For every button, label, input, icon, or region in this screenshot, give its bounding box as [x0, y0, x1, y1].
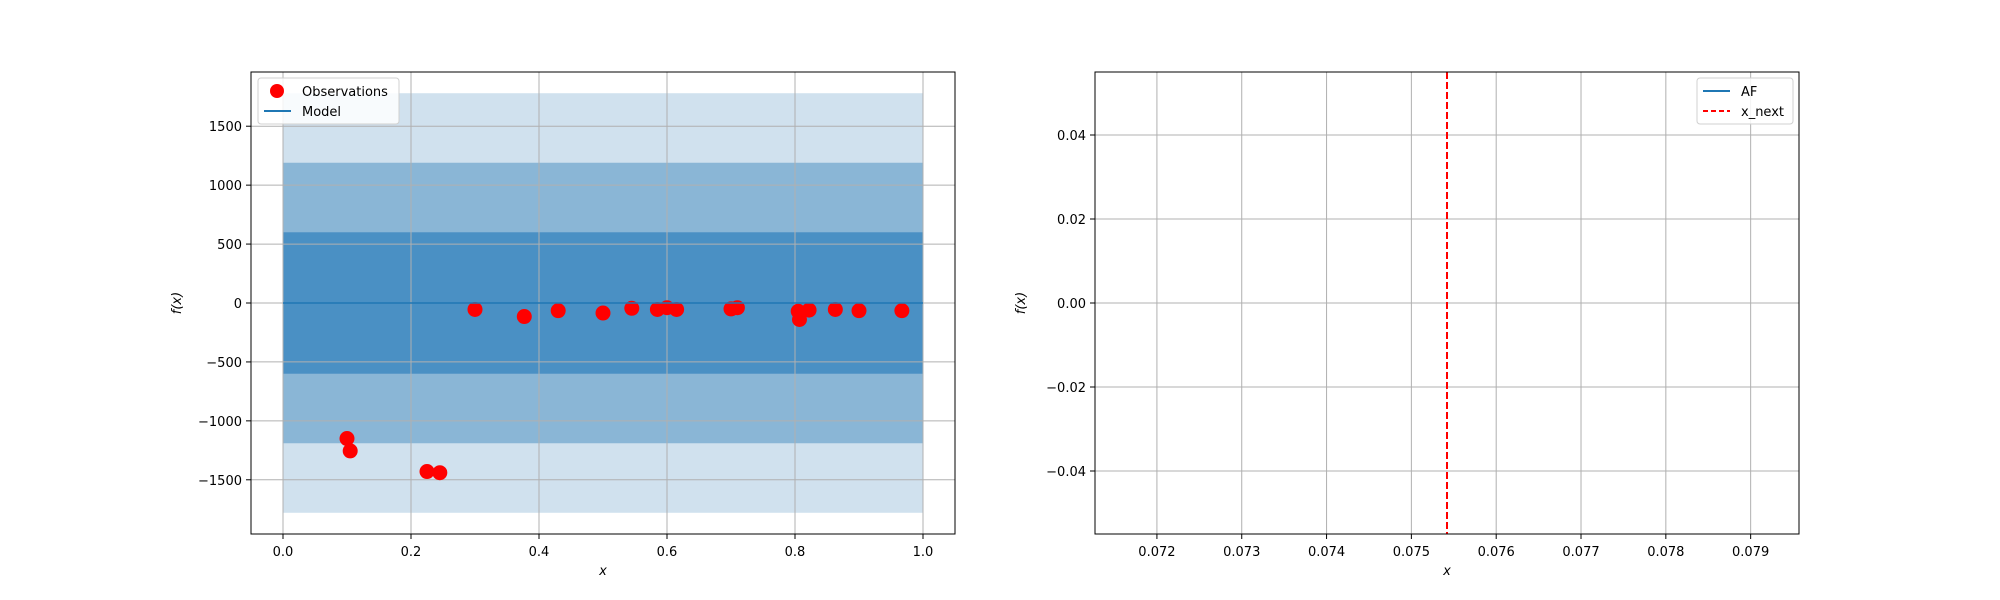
- observation-point: [827, 301, 843, 317]
- y-tick-label: 1000: [209, 179, 242, 194]
- observation-point: [851, 303, 867, 319]
- observation-point: [791, 312, 807, 327]
- observation-point: [419, 464, 435, 480]
- x-axis-label: x: [1442, 564, 1451, 579]
- legend-box: [1696, 77, 1794, 125]
- y-tick-label: −1000: [198, 415, 242, 430]
- chart-panel-2: 0.072 0.073 0.074 0.075 0.076 0.077 0.078 0.079…: [1014, 71, 1800, 579]
- y-tick-label: −1500: [198, 474, 242, 489]
- y-tick-label: 0.02: [1057, 213, 1086, 228]
- observation-point: [339, 431, 355, 447]
- legend-marker: [270, 84, 284, 98]
- observation-point: [516, 309, 532, 325]
- x-tick-label: 1.0: [913, 545, 934, 560]
- observation-point: [894, 303, 910, 319]
- legend-label: AF: [1741, 85, 1757, 100]
- y-axis-label: f(x): [170, 292, 185, 314]
- observation-point: [550, 303, 566, 319]
- x-tick-label: 0.076: [1478, 545, 1515, 560]
- x-tick-label: 0.4: [529, 545, 550, 560]
- x-tick-label: 0.079: [1732, 545, 1769, 560]
- chart-panel-1: 0.0 0.2 0.4 0.6 0.8 1.0 1500 1000 500 0 −500 −1000 −…: [170, 71, 956, 579]
- y-tick-label: −500: [206, 356, 242, 371]
- x-tick-label: 0.072: [1138, 545, 1175, 560]
- x-tick-label: 0.077: [1562, 545, 1599, 560]
- observation-point: [729, 300, 745, 316]
- legend: Observations Model: [257, 77, 400, 125]
- observation-point: [595, 305, 611, 321]
- y-tick-label: −0.04: [1046, 465, 1086, 480]
- x-axis-label: x: [598, 564, 607, 579]
- x-tick-label: 0.6: [657, 545, 678, 560]
- legend-label: Model: [302, 105, 341, 120]
- observation-point: [467, 301, 483, 317]
- x-tick-label: 0.0: [273, 545, 294, 560]
- x-tick-label: 0.8: [785, 545, 806, 560]
- legend-label: Observations: [302, 85, 388, 100]
- legend-box: [257, 77, 400, 125]
- y-axis-label: f(x): [1014, 292, 1029, 314]
- x-tick-label: 0.073: [1223, 545, 1260, 560]
- x-tick-label: 0.075: [1393, 545, 1430, 560]
- legend: AF x_next: [1696, 77, 1794, 125]
- observation-point: [801, 302, 817, 318]
- x-tick-label: 0.074: [1308, 545, 1345, 560]
- observation-point: [624, 300, 640, 316]
- observation-point: [342, 443, 358, 459]
- y-tick-label: 1500: [209, 120, 242, 135]
- observation-point: [669, 301, 685, 317]
- observation-point: [432, 465, 448, 481]
- y-tick-label: 0: [234, 297, 242, 312]
- y-tick-label: 0.04: [1057, 129, 1086, 144]
- x-tick-label: 0.2: [401, 545, 422, 560]
- y-tick-label: −0.02: [1046, 381, 1086, 396]
- y-tick-label: 0.00: [1057, 297, 1086, 312]
- x-tick-label: 0.078: [1647, 545, 1684, 560]
- y-tick-label: 500: [217, 238, 242, 253]
- legend-label: x_next: [1741, 105, 1784, 120]
